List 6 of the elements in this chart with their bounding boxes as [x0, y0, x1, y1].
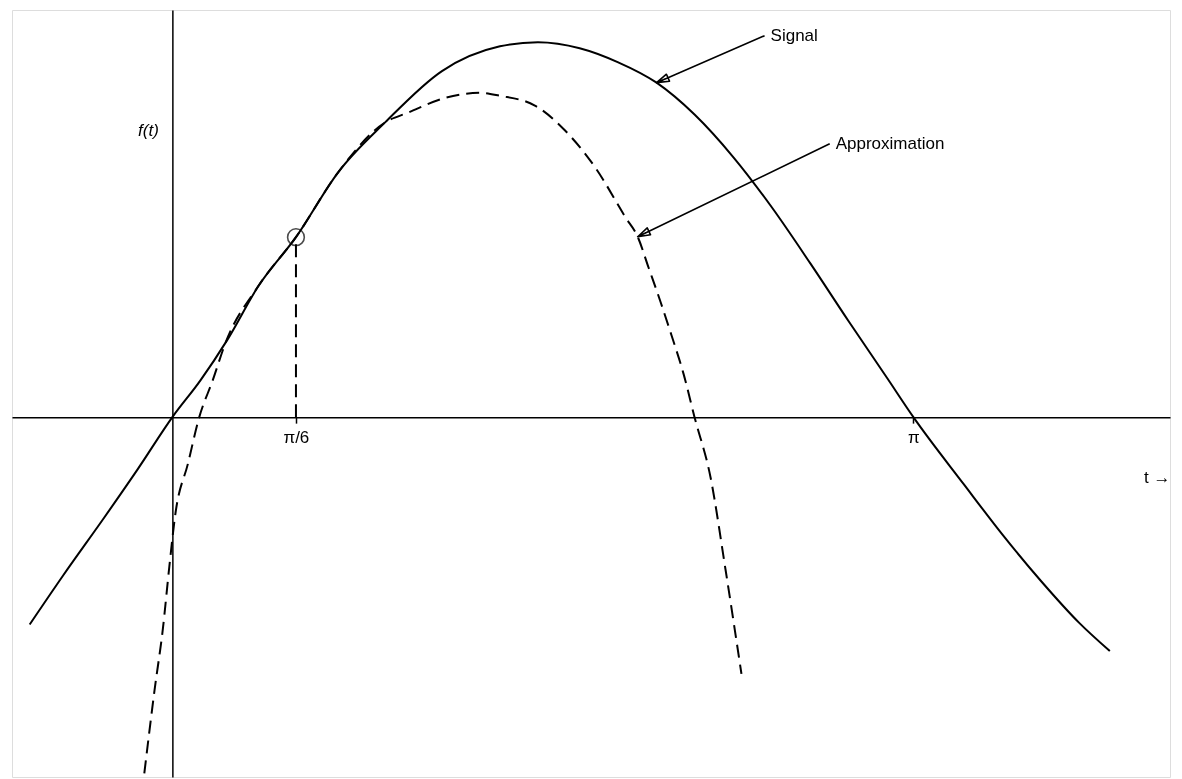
annotation: Signal — [770, 25, 818, 45]
x-tick-label: π — [907, 427, 920, 447]
x-tick-label: π/6 — [283, 427, 310, 447]
annotation: Approximation — [835, 133, 945, 153]
x-axis-title: t → — [1144, 467, 1171, 487]
y-axis-title: f(t) — [138, 120, 159, 140]
